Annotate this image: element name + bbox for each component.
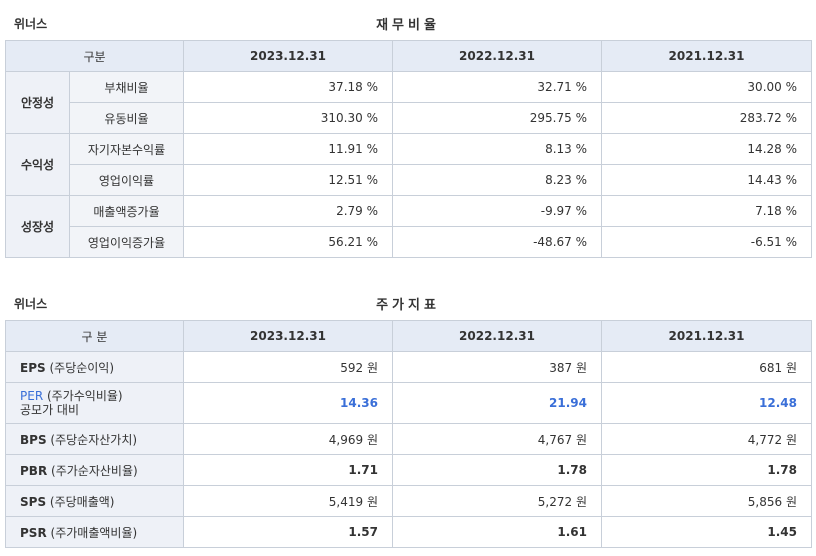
indicator-desc: (주당순자산가치) — [50, 432, 138, 447]
cell-value: 4,767 원 — [392, 423, 602, 455]
financial-ratio-table: 구분 2023.12.31 2022.12.31 2021.12.31 안정성 … — [5, 40, 812, 258]
cell-value: 592 원 — [183, 351, 393, 383]
group-label: 성장성 — [5, 195, 70, 258]
group-label: 수익성 — [5, 133, 70, 196]
header-year: 2023.12.31 — [183, 40, 393, 72]
cell-value: 1.78 — [392, 454, 602, 486]
indicator-label: PSR (주가매출액비율) — [5, 516, 184, 548]
cell-value: 12.51 % — [183, 164, 393, 196]
indicator-label: PBR (주가순자산비율) — [5, 454, 184, 486]
table-row: PSR (주가매출액비율) 1.57 1.61 1.45 — [5, 516, 812, 548]
row-label: 영업이익률 — [69, 164, 184, 196]
cell-value: 14.28 % — [601, 133, 812, 165]
cell-value: 14.43 % — [601, 164, 812, 196]
table-row: PBR (주가순자산비율) 1.71 1.78 1.78 — [5, 454, 812, 486]
header-category: 구분 — [5, 40, 184, 72]
company-name: 위너스 — [14, 17, 48, 31]
table-row: 영업이익률 12.51 % 8.23 % 14.43 % — [6, 164, 812, 196]
cell-value: 295.75 % — [392, 102, 602, 134]
table-row: 영업이익증가율 56.21 % -48.67 % -6.51 % — [6, 226, 812, 258]
header-category: 구 분 — [5, 320, 184, 352]
indicator-desc: (주당순이익) — [49, 360, 115, 375]
cell-value: 681 원 — [601, 351, 812, 383]
indicator-desc: (주가수익비율) — [46, 389, 123, 403]
cell-value: -48.67 % — [392, 226, 602, 258]
row-label: 부채비율 — [69, 71, 184, 103]
table-row: PER (주가수익비율) 공모가 대비 14.36 21.94 12.48 — [5, 382, 812, 424]
indicator-desc: (주가순자산비율) — [51, 463, 138, 478]
cell-value: 21.94 — [392, 382, 602, 424]
cell-value: 14.36 — [183, 382, 393, 424]
indicator-label: SPS (주당매출액) — [5, 485, 184, 517]
row-label: 자기자본수익률 — [69, 133, 184, 165]
table-row: 유동비율 310.30 % 295.75 % 283.72 % — [6, 102, 812, 134]
row-label: 유동비율 — [69, 102, 184, 134]
indicator-note: 공모가 대비 — [20, 403, 80, 417]
cell-value: 37.18 % — [183, 71, 393, 103]
indicator-code: EPS — [20, 360, 46, 375]
indicator-code: PER — [20, 389, 44, 403]
indicator-label: PER (주가수익비율) 공모가 대비 — [5, 382, 184, 424]
cell-value: 4,772 원 — [601, 423, 812, 455]
cell-value: 11.91 % — [183, 133, 393, 165]
cell-value: 1.71 — [183, 454, 393, 486]
cell-value: 30.00 % — [601, 71, 812, 103]
cell-value: 1.45 — [601, 516, 812, 548]
cell-value: 1.61 — [392, 516, 602, 548]
cell-value: 8.23 % — [392, 164, 602, 196]
indicator-label: BPS (주당순자산가치) — [5, 423, 184, 455]
cell-value: 4,969 원 — [183, 423, 393, 455]
header-year: 2021.12.31 — [601, 40, 812, 72]
cell-value: 5,856 원 — [601, 485, 812, 517]
cell-value: 12.48 — [601, 382, 812, 424]
header-year: 2021.12.31 — [601, 320, 812, 352]
header-year: 2022.12.31 — [392, 40, 602, 72]
cell-value: 56.21 % — [183, 226, 393, 258]
header-year: 2022.12.31 — [392, 320, 602, 352]
cell-value: 283.72 % — [601, 102, 812, 134]
cell-value: 32.71 % — [392, 71, 602, 103]
table-row: 안정성 부채비율 37.18 % 32.71 % 30.00 % — [5, 71, 812, 134]
stock-indicator-table: 구 분 2023.12.31 2022.12.31 2021.12.31 EPS… — [5, 320, 812, 548]
stock-indicator-caption: 위너스 주가지표 — [0, 292, 816, 313]
indicator-code: SPS — [20, 494, 47, 509]
table-row: SPS (주당매출액) 5,419 원 5,272 원 5,856 원 — [5, 485, 812, 517]
table-header-row: 구 분 2023.12.31 2022.12.31 2021.12.31 — [5, 320, 812, 352]
table-header-row: 구분 2023.12.31 2022.12.31 2021.12.31 — [5, 40, 812, 72]
indicator-code: PBR — [20, 463, 48, 478]
cell-value: 2.79 % — [183, 195, 393, 227]
cell-value: 5,272 원 — [392, 485, 602, 517]
section-title: 재무비율 — [376, 18, 440, 33]
indicator-desc: (주가매출액비율) — [50, 525, 138, 540]
section-title: 주가지표 — [376, 298, 440, 313]
cell-value: 387 원 — [392, 351, 602, 383]
table-row: EPS (주당순이익) 592 원 387 원 681 원 — [5, 351, 812, 383]
cell-value: 7.18 % — [601, 195, 812, 227]
table-row: 성장성 매출액증가율 2.79 % -9.97 % 7.18 % — [5, 195, 812, 258]
cell-value: 1.78 — [601, 454, 812, 486]
indicator-code: BPS — [20, 432, 47, 447]
group-label: 안정성 — [5, 71, 70, 134]
indicator-label: EPS (주당순이익) — [5, 351, 184, 383]
financial-ratio-caption: 위너스 재무비율 — [0, 12, 816, 33]
cell-value: 310.30 % — [183, 102, 393, 134]
company-name: 위너스 — [14, 297, 48, 311]
cell-value: -6.51 % — [601, 226, 812, 258]
row-label: 영업이익증가율 — [69, 226, 184, 258]
cell-value: 5,419 원 — [183, 485, 393, 517]
header-year: 2023.12.31 — [183, 320, 393, 352]
table-row: BPS (주당순자산가치) 4,969 원 4,767 원 4,772 원 — [5, 423, 812, 455]
indicator-desc: (주당매출액) — [49, 494, 115, 509]
cell-value: 1.57 — [183, 516, 393, 548]
indicator-code: PSR — [20, 525, 47, 540]
row-label: 매출액증가율 — [69, 195, 184, 227]
cell-value: -9.97 % — [392, 195, 602, 227]
cell-value: 8.13 % — [392, 133, 602, 165]
table-row: 수익성 자기자본수익률 11.91 % 8.13 % 14.28 % — [5, 133, 812, 196]
